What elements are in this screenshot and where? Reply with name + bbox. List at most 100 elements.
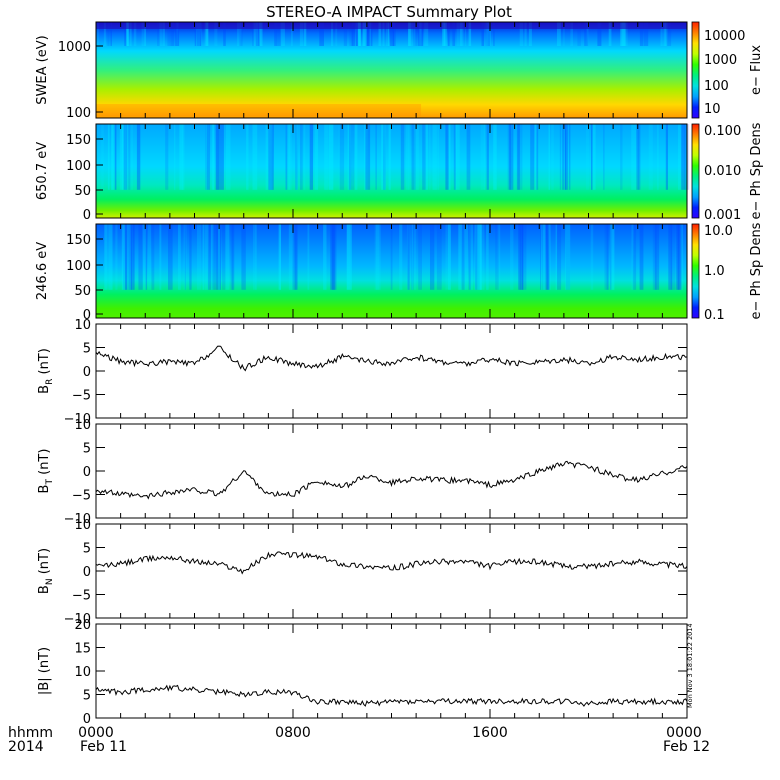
panel-1-stripe [347,124,352,190]
panel-0-stripe [299,22,304,46]
panel-2-stripe [197,224,202,290]
panel-2-stripe [330,224,335,290]
panel-1-stripe [121,124,127,190]
panel-0-stripe [413,22,418,46]
panel-1-stripe [375,124,377,190]
panel-0-stripe [563,22,565,46]
panel-2-stripe [524,224,527,290]
panel-2-stripe [231,224,234,290]
panel-0-stripe [419,22,422,46]
panel-2-stripe [218,224,221,290]
panel-1-stripe [303,124,306,190]
panel-2-stripe [279,224,281,290]
panel-2-stripe [497,224,501,290]
panel-1-stripe [129,124,133,190]
panel-0-stripe [487,22,491,46]
panel-1-colorbar-label: 0.010 [704,164,741,179]
panel-2-stripe [565,224,571,290]
panel-0-stripe [385,22,389,46]
panel-1-stripe [268,124,274,190]
panel-1-stripe [207,124,210,190]
panel-1-stripe [288,124,292,190]
panel-0-stripe [464,22,467,46]
panel-0-stripe [481,22,485,46]
panel-2-stripe [183,224,187,290]
panel-1-stripe [548,124,550,190]
panel-1-stripe [453,124,456,190]
panel-1-stripe [309,124,313,190]
panel-0-stripe [357,22,362,46]
panel-0-stripe [452,22,455,46]
panel-1-stripe [246,124,249,190]
time-label-end: 0000 [666,725,702,741]
panel-0-stripe [259,22,263,46]
panel-2-stripe [468,224,473,290]
panel-4-trace [95,460,688,500]
panel-0-stripe [608,22,612,46]
panel-2-stripe [610,224,615,290]
panel-0-stripe [366,22,372,46]
panel-1-stripe [348,124,352,190]
panel-2-stripe [222,224,226,290]
time-label-start: 0000 [78,725,114,741]
panel-1-stripe [182,124,185,190]
panel-1-stripe [678,124,682,190]
panel-0-stripe [276,22,282,46]
panel-2-colorbar-title: e− Ph Sp Dens [749,222,764,319]
panel-1-stripe [268,124,273,190]
panel-2-stripe [125,224,128,290]
panel-0-stripe [200,22,202,46]
panel-3-ytick-label: 5 [83,342,91,357]
panel-1-colorbar-label: 0.001 [704,208,741,223]
panel-0-bottom-band [96,104,422,116]
panel-2-ytick-label: 0 [83,308,91,323]
panel-2-stripe [142,224,147,290]
panel-0-stripe [664,22,668,46]
panel-0-stripe [214,22,218,46]
panel-1-stripe [456,124,461,190]
panel-1-stripe [216,124,220,190]
panel-0-stripe [486,22,491,46]
panel-2-stripe [545,224,549,290]
panel-0-stripe [237,22,242,46]
panel-0-stripe [126,22,129,46]
panel-5-trace [95,551,688,575]
panel-0-stripe [129,22,132,46]
time-label-1600: 1600 [472,725,508,741]
panel-1-stripe [119,124,123,190]
panel-2-stripe [127,224,131,290]
panel-1-colorbar-label: 0.100 [704,124,741,139]
panel-1-stripe [205,124,210,190]
panel-0-stripe [355,22,359,46]
panel-2-stripe [216,224,221,290]
panel-2-stripe [151,224,155,290]
panel-2-stripe [461,224,465,290]
panel-2-stripe [123,224,126,290]
panel-0-stripe [390,22,394,46]
panel-2-stripe [129,224,133,290]
panel-2-stripe [436,224,442,290]
panel-2-stripe [346,224,351,290]
panel-1-stripe [414,124,419,190]
panel-3-trace [95,345,688,372]
panel-1-stripe [429,124,431,190]
panel-0-stripe [319,22,324,46]
panel-0-stripe [159,22,163,46]
panel-2-stripe [210,224,214,290]
panel-2-stripe [610,224,612,290]
panel-4-ytick-label: −5 [72,489,91,504]
panel-0-stripe [196,22,201,46]
panel-0-stripe [167,22,171,46]
panel-1-stripe [165,124,169,190]
panel-0-stripe [382,22,385,46]
panel-2-stripe [445,224,450,290]
panel-0-stripe [255,22,260,46]
panel-0-stripe [162,22,165,46]
panel-5-ytick-label: 0 [83,565,91,580]
panel-2-stripe [147,224,151,290]
panel-1-stripe [285,124,290,190]
panel-0-stripe [175,22,180,46]
panel-1-stripe [406,124,410,190]
panel-0-ytick-label: 1000 [58,40,91,55]
